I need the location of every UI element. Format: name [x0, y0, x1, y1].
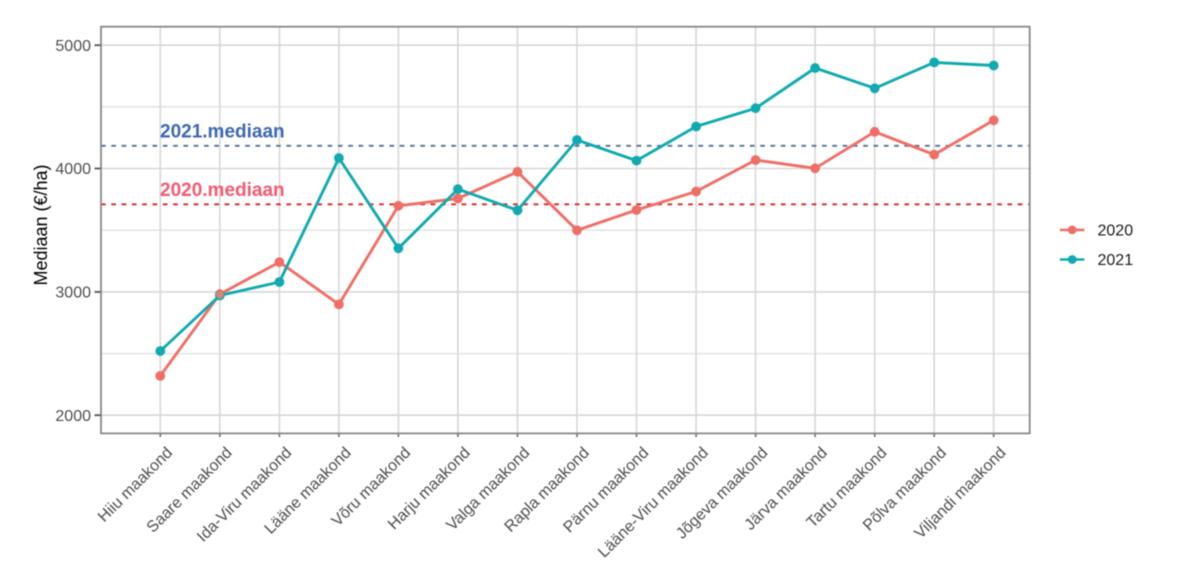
svg-text:2021: 2021 — [1098, 252, 1134, 269]
svg-text:2000: 2000 — [55, 408, 91, 425]
svg-text:5000: 5000 — [55, 38, 91, 55]
svg-text:3000: 3000 — [55, 285, 91, 302]
svg-text:Lääne-Viru maakond: Lääne-Viru maakond — [595, 444, 712, 561]
svg-text:2021.mediaan: 2021.mediaan — [160, 122, 285, 143]
svg-text:4000: 4000 — [55, 161, 91, 178]
svg-text:2020: 2020 — [1098, 223, 1134, 240]
svg-text:Mediaan (€/ha): Mediaan (€/ha) — [31, 164, 51, 285]
svg-text:2020.mediaan: 2020.mediaan — [160, 180, 285, 201]
